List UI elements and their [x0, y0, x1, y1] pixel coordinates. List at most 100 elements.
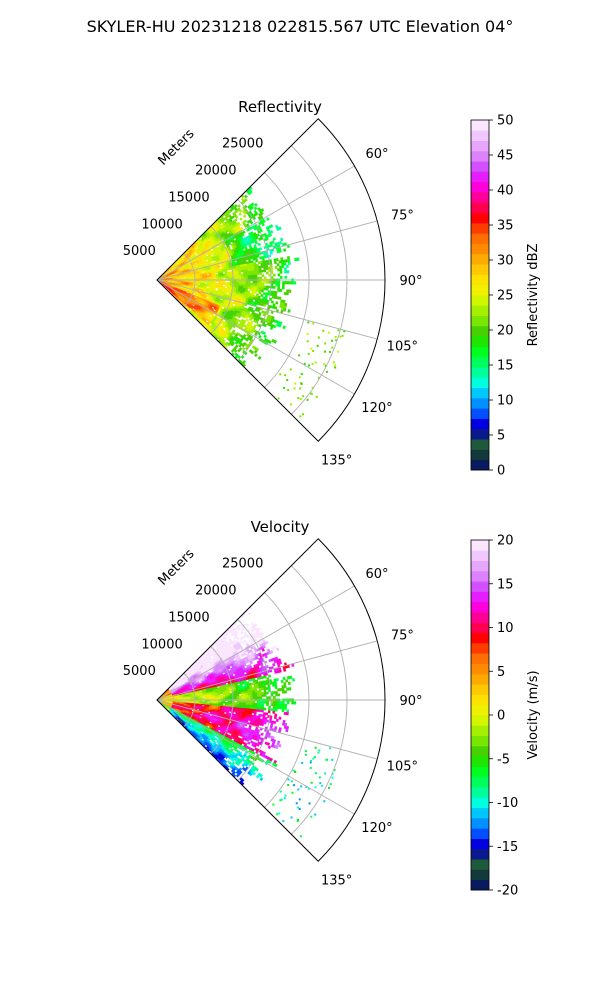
colorbar-segment — [471, 130, 489, 141]
azimuth-tick-label: 105° — [387, 760, 418, 775]
colorbar-segment — [471, 745, 489, 757]
azimuth-tick-label: 75° — [391, 208, 414, 223]
colorbar-segment — [471, 766, 489, 778]
colorbar-tick-label: 30 — [497, 254, 514, 269]
azimuth-tick-label: 135° — [321, 874, 352, 889]
colorbar-segment — [471, 807, 489, 819]
colorbar-segment — [471, 356, 489, 368]
colorbar-segment — [471, 202, 489, 214]
panels-group: Reflectivity60°75°90°105°120°135°5000100… — [123, 98, 541, 899]
colorbar-segment — [471, 346, 489, 358]
colorbar-segment — [471, 150, 489, 162]
colorbar-tick-label: -15 — [497, 840, 518, 855]
colorbar-segment — [471, 192, 489, 203]
colorbar-segment — [471, 253, 489, 265]
colorbar-segment — [471, 222, 489, 234]
colorbar-segment — [471, 449, 489, 461]
colorbar-segment — [471, 694, 489, 706]
azimuth-tick-label: 120° — [361, 401, 392, 416]
colorbar-segment — [471, 591, 489, 603]
colorbar-segment — [471, 848, 489, 860]
colorbar-segment — [471, 735, 489, 747]
colorbar-segment — [471, 622, 489, 634]
grid-spoke — [156, 585, 355, 701]
figure-title: SKYLER-HU 20231218 022815.567 UTC Elevat… — [87, 17, 514, 36]
colorbar-segment — [471, 212, 489, 224]
colorbar-segment — [471, 171, 489, 183]
azimuth-tick-label: 120° — [361, 821, 392, 836]
colorbar-tick-label: 15 — [497, 359, 514, 374]
radial-tick-label: 20000 — [195, 164, 236, 179]
colorbar-segment — [471, 560, 489, 572]
colorbar-tick-label: 25 — [497, 289, 514, 304]
radial-tick-label: 10000 — [141, 637, 182, 652]
colorbar-segment — [471, 704, 489, 716]
colorbar-tick-label: 20 — [497, 534, 514, 549]
colorbar-segment — [471, 397, 489, 409]
grid-spoke — [156, 220, 378, 281]
colorbar-tick-label: -20 — [497, 884, 518, 899]
colorbar-segment — [471, 161, 489, 172]
panel-velocity: Velocity 60° 75° 90° 105° 120° 135° 5000 10000 15… — [123, 518, 541, 899]
colorbar-segment — [471, 243, 489, 255]
radial-tick-label: 20000 — [195, 584, 236, 599]
colorbar-segment — [471, 459, 489, 471]
colorbar-segment — [471, 653, 489, 664]
colorbar-tick-label: -10 — [497, 796, 518, 811]
colorbar-tick-label: 10 — [497, 621, 514, 636]
radial-tick-label: 15000 — [168, 190, 209, 205]
radial-tick-label: 5000 — [123, 244, 156, 259]
colorbar-segment — [471, 305, 489, 316]
colorbar-segment — [471, 336, 489, 347]
colorbar-segment — [471, 181, 489, 193]
colorbar-tick-label: 20 — [497, 324, 514, 339]
azimuth-tick-label: 75° — [391, 628, 414, 643]
colorbar-tick-label: 0 — [497, 464, 505, 479]
colorbar-segment — [471, 274, 489, 286]
radial-axis-label: Meters — [156, 546, 198, 588]
colorbar-tick-label: 50 — [497, 114, 514, 129]
colorbar-tick-label: 5 — [497, 429, 505, 444]
colorbar-segment — [471, 540, 489, 551]
azimuth-tick-label: 135° — [321, 454, 352, 469]
colorbar-segment — [471, 725, 489, 736]
colorbar-segment — [471, 869, 489, 881]
colorbar-segment — [471, 756, 489, 767]
colorbar-segment — [471, 859, 489, 870]
colorbar-segment — [471, 612, 489, 623]
colorbar-segment — [471, 418, 489, 430]
colorbar-segment — [471, 315, 489, 327]
colorbar-segment — [471, 120, 489, 131]
colorbar-tick-label: -5 — [497, 752, 510, 767]
colorbar-segment — [471, 387, 489, 399]
azimuth-tick-label: 90° — [399, 274, 422, 289]
colorbar-label: Velocity (m/s) — [526, 670, 541, 759]
colorbar-tick-label: 40 — [497, 184, 514, 199]
colorbar-segment — [471, 325, 489, 337]
colorbar-segment — [471, 828, 489, 839]
colorbar-segment — [471, 377, 489, 389]
panel-title: Velocity — [251, 518, 310, 536]
colorbar: -20 -15 -10 -5 0 5 10 15 20 Velocity (m/s) — [470, 534, 541, 899]
radial-tick-label: 25000 — [222, 557, 263, 572]
colorbar-segment — [471, 663, 489, 675]
colorbar-segment — [471, 787, 489, 798]
radial-tick-label: 25000 — [222, 137, 263, 152]
colorbar-segment — [471, 673, 489, 685]
colorbar-segment — [471, 570, 489, 582]
colorbar-segment — [471, 264, 489, 275]
colorbar-tick-label: 45 — [497, 149, 514, 164]
colorbar-segment — [471, 838, 489, 850]
colorbar-segment — [471, 797, 489, 809]
grid-spoke — [156, 279, 355, 395]
colorbar-tick-label: 0 — [497, 709, 505, 724]
colorbar-segment — [471, 284, 489, 296]
colorbar-segment — [471, 140, 489, 152]
colorbar-segment — [471, 408, 489, 419]
panel-reflectivity: Reflectivity60°75°90°105°120°135°5000100… — [123, 98, 541, 479]
colorbar-segment — [471, 632, 489, 644]
field-image — [158, 606, 336, 838]
radial-tick-label: 10000 — [141, 217, 182, 232]
colorbar-tick-label: 5 — [497, 665, 505, 680]
